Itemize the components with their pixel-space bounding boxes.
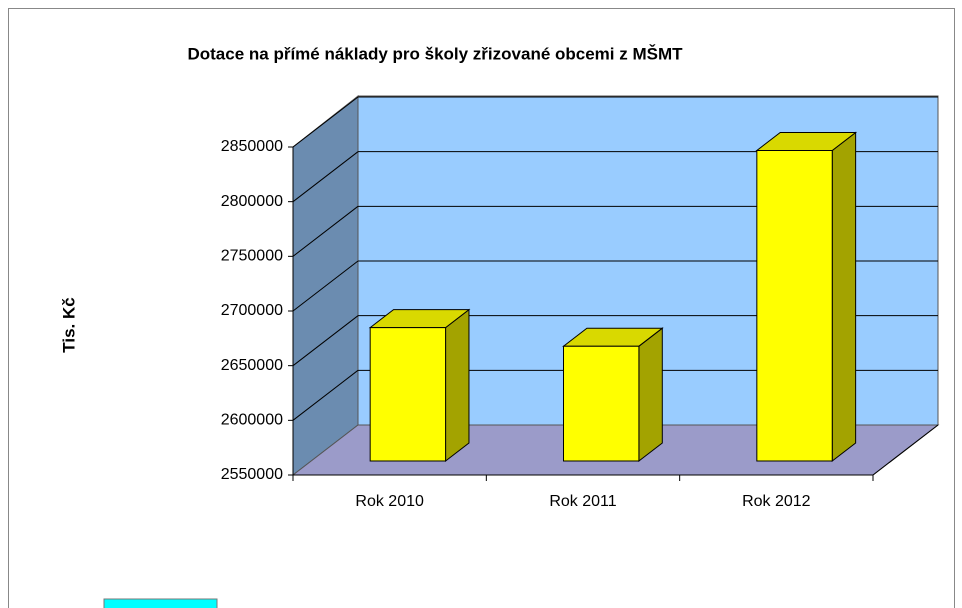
floor-edge [872, 424, 939, 476]
grid-line [292, 151, 359, 203]
bar [755, 131, 858, 463]
x-tick-label: Rok 2011 [549, 493, 616, 510]
legend [103, 598, 218, 608]
x-tick-label: Rok 2010 [355, 493, 424, 510]
y-tick-label: 2600000 [221, 412, 283, 429]
grid-line [292, 205, 359, 257]
y-axis-label: Tis. Kč [59, 297, 78, 352]
x-tick-label: Rok 2012 [742, 493, 811, 510]
y-tick-label: 2550000 [221, 466, 283, 483]
bar-side [831, 131, 857, 463]
y-tick-label: 2800000 [221, 193, 283, 210]
bar-side [445, 308, 470, 463]
y-tick-label: 2700000 [221, 302, 283, 319]
y-tick-label: 2650000 [221, 357, 283, 374]
grid-line [292, 260, 359, 312]
bar [368, 308, 471, 463]
grid-line [292, 96, 359, 148]
chart-title: Dotace na přímé náklady pro školy zřizov… [187, 44, 683, 63]
bar [562, 327, 664, 463]
grid-line [292, 369, 359, 421]
bar-front [563, 345, 640, 462]
bar-front [369, 327, 447, 462]
bar-side [638, 327, 663, 463]
bar-front [756, 149, 833, 462]
y-tick-label: 2750000 [221, 248, 283, 265]
grid-line [292, 315, 359, 367]
y-tick-label: 2850000 [221, 138, 283, 155]
